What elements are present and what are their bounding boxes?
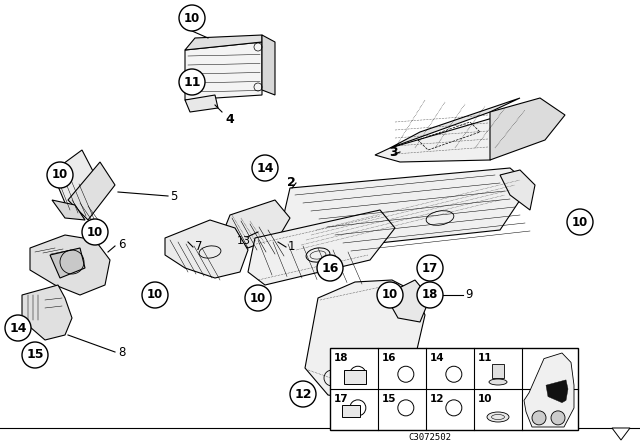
Text: 12: 12 bbox=[430, 394, 445, 404]
Text: 9: 9 bbox=[465, 289, 472, 302]
Text: 10: 10 bbox=[250, 292, 266, 305]
Polygon shape bbox=[546, 380, 568, 403]
Text: 15: 15 bbox=[26, 349, 44, 362]
Text: 5: 5 bbox=[170, 190, 177, 202]
Text: 4: 4 bbox=[225, 113, 234, 126]
Text: 16: 16 bbox=[382, 353, 397, 363]
Text: 7: 7 bbox=[195, 240, 202, 253]
Polygon shape bbox=[222, 200, 290, 248]
Text: 13: 13 bbox=[237, 236, 251, 246]
Text: 14: 14 bbox=[430, 353, 445, 363]
Circle shape bbox=[245, 285, 271, 311]
Text: 10: 10 bbox=[52, 168, 68, 181]
Text: 10: 10 bbox=[572, 215, 588, 228]
Text: 16: 16 bbox=[321, 262, 339, 275]
Circle shape bbox=[377, 282, 403, 308]
Bar bbox=[330, 348, 578, 430]
Bar bbox=[344, 370, 366, 384]
Polygon shape bbox=[30, 235, 110, 295]
Ellipse shape bbox=[487, 412, 509, 422]
Circle shape bbox=[532, 411, 546, 425]
Text: 17: 17 bbox=[422, 262, 438, 275]
Text: 10: 10 bbox=[87, 225, 103, 238]
Circle shape bbox=[567, 209, 593, 235]
Circle shape bbox=[142, 282, 168, 308]
Circle shape bbox=[290, 381, 316, 407]
Circle shape bbox=[82, 219, 108, 245]
Polygon shape bbox=[492, 364, 504, 378]
Text: 10: 10 bbox=[382, 289, 398, 302]
Text: C3072502: C3072502 bbox=[408, 432, 451, 441]
Polygon shape bbox=[185, 42, 262, 100]
Polygon shape bbox=[305, 280, 425, 400]
Text: 11: 11 bbox=[478, 353, 493, 363]
Text: 10: 10 bbox=[184, 12, 200, 25]
Polygon shape bbox=[375, 110, 540, 162]
Text: 17: 17 bbox=[334, 394, 349, 404]
Polygon shape bbox=[52, 200, 85, 220]
Text: 6: 6 bbox=[118, 238, 125, 251]
Polygon shape bbox=[165, 220, 248, 278]
Polygon shape bbox=[262, 35, 275, 95]
Polygon shape bbox=[385, 280, 430, 322]
Ellipse shape bbox=[489, 379, 507, 385]
Circle shape bbox=[47, 162, 73, 188]
Text: 8: 8 bbox=[118, 345, 125, 358]
Polygon shape bbox=[490, 98, 565, 160]
Bar bbox=[342, 405, 360, 417]
Circle shape bbox=[22, 342, 48, 368]
Circle shape bbox=[417, 282, 443, 308]
Text: 1: 1 bbox=[288, 240, 296, 253]
Circle shape bbox=[252, 155, 278, 181]
Text: 11: 11 bbox=[183, 76, 201, 89]
Polygon shape bbox=[185, 95, 218, 112]
Polygon shape bbox=[22, 285, 72, 340]
Polygon shape bbox=[524, 353, 574, 427]
Circle shape bbox=[5, 315, 31, 341]
Text: 10: 10 bbox=[478, 394, 493, 404]
Polygon shape bbox=[185, 35, 262, 50]
Polygon shape bbox=[68, 162, 115, 220]
Text: 18: 18 bbox=[422, 289, 438, 302]
Text: 18: 18 bbox=[334, 353, 349, 363]
Circle shape bbox=[179, 5, 205, 31]
Text: 2: 2 bbox=[287, 176, 296, 189]
Circle shape bbox=[551, 411, 565, 425]
Text: 10: 10 bbox=[147, 289, 163, 302]
Text: 12: 12 bbox=[294, 388, 312, 401]
Polygon shape bbox=[50, 248, 85, 278]
Polygon shape bbox=[52, 150, 95, 210]
Circle shape bbox=[179, 69, 205, 95]
Polygon shape bbox=[278, 168, 530, 252]
Polygon shape bbox=[390, 98, 520, 148]
Polygon shape bbox=[500, 170, 535, 210]
Text: 14: 14 bbox=[256, 161, 274, 175]
Text: 14: 14 bbox=[9, 322, 27, 335]
Circle shape bbox=[417, 255, 443, 281]
Polygon shape bbox=[612, 428, 630, 440]
Text: 15: 15 bbox=[382, 394, 397, 404]
Text: 3: 3 bbox=[389, 146, 398, 159]
Polygon shape bbox=[248, 210, 395, 285]
Circle shape bbox=[317, 255, 343, 281]
